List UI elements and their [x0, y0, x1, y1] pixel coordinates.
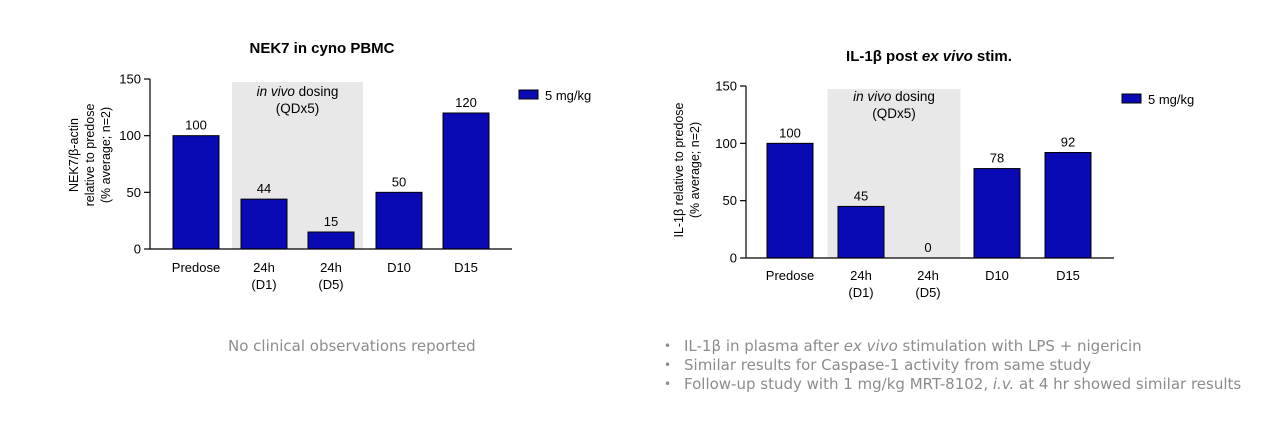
- bar: [240, 198, 288, 250]
- bar-data-label: 44: [257, 181, 271, 196]
- x-tick-label: (D1): [848, 285, 873, 300]
- bar: [172, 135, 220, 250]
- y-tick-label: 100: [119, 128, 141, 143]
- x-tick-label: D15: [1056, 268, 1080, 283]
- x-tick-label: (D5): [318, 277, 343, 292]
- dosing-region-label-line2: (QDx5): [872, 106, 916, 121]
- y-axis-label: NEK7/β-actin: [67, 118, 81, 192]
- y-tick-label: 0: [134, 242, 141, 257]
- bar: [766, 142, 814, 259]
- x-tick-label: D10: [985, 268, 1009, 283]
- y-tick-label: 50: [127, 185, 141, 200]
- bar: [442, 112, 490, 250]
- chart-title: IL-1β post ex vivo stim.: [846, 48, 1012, 65]
- chart-title: NEK7 in cyno PBMC: [249, 40, 394, 57]
- bullet-text: ex vivo: [843, 337, 898, 355]
- bullet-text: Similar results for Caspase-1 activity f…: [684, 356, 1092, 374]
- y-tick-label: 100: [715, 136, 737, 151]
- x-tick-label: 24h: [917, 268, 939, 283]
- bar-data-label: 92: [1061, 135, 1075, 150]
- x-tick-label: (D5): [915, 285, 940, 300]
- bullet-text: Follow-up study with 1 mg/kg MRT-8102,: [684, 375, 993, 393]
- bar-data-label: 100: [185, 118, 207, 133]
- bullet-item: IL-1β in plasma after ex vivo stimulatio…: [664, 337, 1241, 356]
- bullet-text: IL-1β in plasma after: [684, 337, 844, 355]
- x-tick-label: 24h: [850, 268, 872, 283]
- y-tick-label: 50: [723, 193, 737, 208]
- bar-data-label: 0: [924, 240, 931, 255]
- x-tick-label: D10: [387, 260, 411, 275]
- bar: [307, 231, 355, 250]
- x-tick-label: 24h: [320, 260, 342, 275]
- bullet-text: i.v.: [992, 375, 1015, 393]
- legend-swatch: [1121, 93, 1142, 104]
- chart-1: in vivo dosing (QDx5) 100 44 15 50 120 0 50 100 15…: [67, 40, 591, 292]
- x-tick-label: (D1): [251, 277, 276, 292]
- bullet-text: at 4 hr showed similar results: [1014, 375, 1242, 393]
- y-tick-label: 150: [119, 72, 141, 87]
- x-tick-label: 24h: [253, 260, 275, 275]
- bar-data-label: 120: [455, 95, 477, 110]
- bullet-item: Similar results for Caspase-1 activity f…: [664, 356, 1241, 375]
- legend-swatch: [518, 89, 539, 100]
- y-tick-label: 0: [730, 251, 737, 266]
- bar: [375, 191, 423, 250]
- y-axis-label: (% average; n=2): [688, 122, 702, 218]
- bar-data-label: 100: [779, 125, 801, 140]
- y-tick-label: 150: [715, 79, 737, 94]
- x-tick-label: D15: [454, 260, 478, 275]
- y-axis-label: relative to predose: [83, 104, 97, 207]
- bar-data-label: 78: [990, 151, 1004, 166]
- bullet-text: stimulation with LPS + nigericin: [897, 337, 1142, 355]
- legend-label: 5 mg/kg: [545, 88, 591, 103]
- x-tick-label: Predose: [766, 268, 814, 283]
- dosing-region-label: in vivo dosing: [853, 89, 935, 104]
- bar: [1044, 152, 1092, 259]
- left-note: No clinical observations reported: [228, 337, 476, 355]
- bullet-list: IL-1β in plasma after ex vivo stimulatio…: [664, 337, 1241, 394]
- bar-data-label: 45: [854, 188, 868, 203]
- bar: [837, 205, 885, 259]
- chart-2: in vivo dosing (QDx5) 100 45 0 78 92 0 50 100 150 P…: [672, 48, 1194, 300]
- dosing-region-label: in vivo dosing: [257, 84, 339, 99]
- dosing-region-label-line2: (QDx5): [276, 101, 320, 116]
- x-tick-label: Predose: [172, 260, 220, 275]
- bullet-item: Follow-up study with 1 mg/kg MRT-8102, i…: [664, 375, 1241, 394]
- bar-data-label: 50: [392, 174, 406, 189]
- legend-label: 5 mg/kg: [1148, 92, 1194, 107]
- y-axis-label: IL-1β relative to predose: [672, 102, 686, 237]
- y-axis-label: (% average; n=2): [99, 107, 113, 203]
- bar-data-label: 15: [324, 214, 338, 229]
- bar: [973, 168, 1021, 259]
